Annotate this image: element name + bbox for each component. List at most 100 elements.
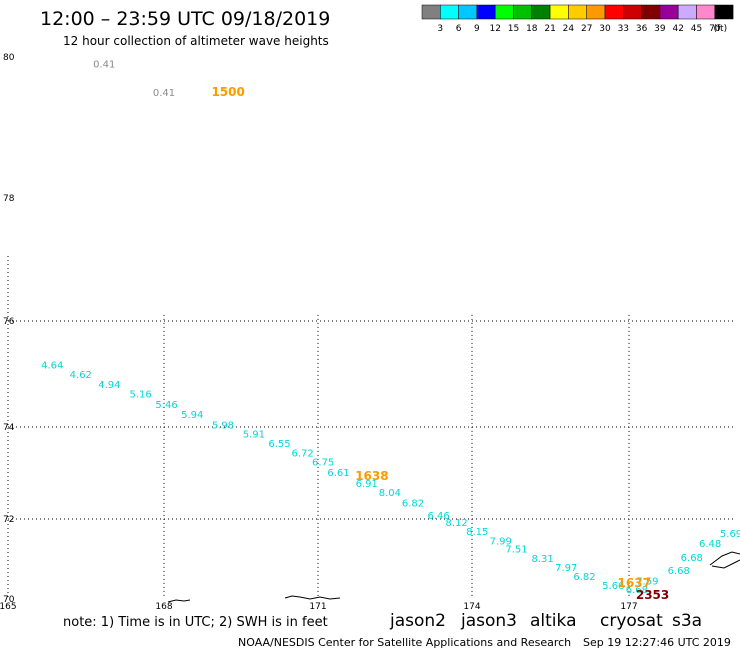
- pass-time-label: 2353: [636, 588, 669, 602]
- color-scale-label: 12: [489, 24, 500, 34]
- chart-subtitle: 12 hour collection of altimeter wave hei…: [63, 34, 329, 48]
- chart-title: 12:00 – 23:59 UTC 09/18/2019: [40, 8, 330, 30]
- swh-point-label: 0.41: [93, 60, 115, 71]
- sat-s3a: s3a: [672, 611, 702, 631]
- pass-time-label: 1638: [355, 469, 388, 483]
- color-scale-label: 33: [618, 24, 629, 34]
- color-swatch: [421, 4, 441, 20]
- x-tick-label: 171: [309, 602, 326, 612]
- color-scale-label: 30: [599, 24, 611, 34]
- color-swatch: [458, 4, 478, 20]
- swh-point-label: 5.91: [243, 430, 265, 441]
- swh-point-label: 8.31: [532, 554, 554, 565]
- color-swatch: [641, 4, 661, 20]
- color-swatch: [440, 4, 459, 20]
- color-scale-label: 3: [437, 24, 443, 34]
- swh-point-label: 7.51: [505, 545, 527, 556]
- color-scale-label: 39: [654, 24, 666, 34]
- sat-cryosat: cryosat: [600, 611, 663, 631]
- color-scale-label: 24: [563, 24, 575, 34]
- y-tick-label: 74: [3, 423, 15, 433]
- swh-points: 4.64 4.62 4.94 5.16 5.46 5.94 5.98 5.916.556.72…: [41, 60, 740, 596]
- color-scale-label: 15: [508, 24, 519, 34]
- swh-point-label: 6.68: [668, 566, 690, 577]
- sat-jason2: jason2: [389, 611, 446, 631]
- pass-time-label: 1637: [618, 576, 651, 590]
- x-tick-label: 174: [463, 602, 480, 612]
- color-swatch: [677, 4, 697, 20]
- swh-point-label: 7.97: [555, 563, 577, 574]
- pass-time-label: 1500: [211, 85, 244, 99]
- swh-point-label: 8.12: [445, 518, 467, 529]
- footer-note: note: 1) Time is in UTC; 2) SWH is in fe…: [63, 615, 328, 630]
- color-scale-label: 18: [526, 24, 538, 34]
- color-swatch: [568, 4, 587, 20]
- x-tick-label: 165: [0, 602, 17, 612]
- y-tick-label: 76: [3, 317, 15, 327]
- color-swatch: [623, 4, 642, 20]
- swh-point-label: 7.99: [490, 537, 512, 548]
- x-tick-label: 177: [620, 602, 637, 612]
- swh-point-label: 6.48: [699, 539, 721, 550]
- swh-point-label: 6.46: [428, 511, 450, 522]
- color-swatch: [549, 4, 569, 20]
- color-swatch: [604, 4, 624, 20]
- color-scale-legend: 3 6 9 12 15 18 21 24 27 30 33 36 39 42 45 70(ft): [421, 4, 734, 34]
- satellite-legend: jason2 jason3 altika cryosat s3a: [389, 611, 702, 631]
- color-swatch: [714, 4, 734, 20]
- color-scale-label: 36: [636, 24, 648, 34]
- swh-point-label: 5.69: [720, 529, 740, 540]
- color-swatch: [494, 4, 514, 20]
- swh-point-label: 5.98: [212, 420, 234, 431]
- swh-point-label: 6.68: [626, 585, 648, 596]
- color-swatch: [513, 4, 533, 20]
- swh-point-label: 5.66: [602, 581, 624, 592]
- sat-jason3: jason3: [460, 611, 517, 631]
- swh-point-label: 5.46: [155, 400, 177, 411]
- x-tick-labels: 165 168 171 174 177: [0, 602, 638, 612]
- coastline: [167, 551, 740, 603]
- color-swatch: [659, 4, 679, 20]
- color-swatch: [531, 4, 551, 20]
- swh-point-label: 0.41: [153, 88, 175, 99]
- swh-point-label: 5.94: [181, 410, 203, 421]
- color-scale-label: 70: [709, 24, 721, 34]
- x-tick-label: 168: [155, 602, 172, 612]
- y-tick-label: 80: [3, 53, 15, 63]
- swh-point-label: 6.68: [681, 553, 703, 564]
- swh-point-label: 6.75: [312, 458, 334, 469]
- swh-point-label: 6.82: [402, 499, 424, 510]
- y-tick-label: 70: [3, 595, 15, 605]
- color-scale-label: 9: [474, 24, 480, 34]
- color-scale-unit: (ft): [714, 24, 728, 34]
- color-scale-label: 21: [544, 24, 555, 34]
- swh-point-label: 6.61: [327, 468, 349, 479]
- footer-credit: NOAA/NESDIS Center for Satellite Applica…: [238, 636, 571, 649]
- swh-point-label: 4.62: [70, 370, 92, 381]
- footer-timestamp: Sep 19 12:27:46 UTC 2019: [583, 636, 731, 649]
- color-scale-label: 27: [581, 24, 592, 34]
- swh-point-label: 5.16: [129, 389, 151, 400]
- grid-lines: [7, 256, 735, 598]
- color-scale-label: 42: [672, 24, 683, 34]
- swh-point-label: 8.04: [379, 488, 401, 499]
- swh-point-label: 6.72: [291, 448, 313, 459]
- color-scale-label: 6: [456, 24, 462, 34]
- y-tick-labels: 80 78 76 74 72 70: [3, 53, 15, 605]
- color-swatch: [586, 4, 606, 20]
- swh-point-label: 6.91: [356, 479, 378, 490]
- color-scale-label: 45: [691, 24, 702, 34]
- color-swatch: [476, 4, 496, 20]
- color-swatch: [696, 4, 716, 20]
- swh-point-label: 8.15: [466, 527, 488, 538]
- swh-point-label: 4.94: [98, 380, 120, 391]
- swh-point-label: 6.82: [573, 572, 595, 583]
- swh-point-label: 4.64: [41, 361, 63, 372]
- sat-altika: altika: [530, 611, 577, 631]
- y-tick-label: 72: [3, 515, 14, 525]
- swh-point-label: 6.55: [268, 439, 290, 450]
- y-tick-label: 78: [3, 194, 15, 204]
